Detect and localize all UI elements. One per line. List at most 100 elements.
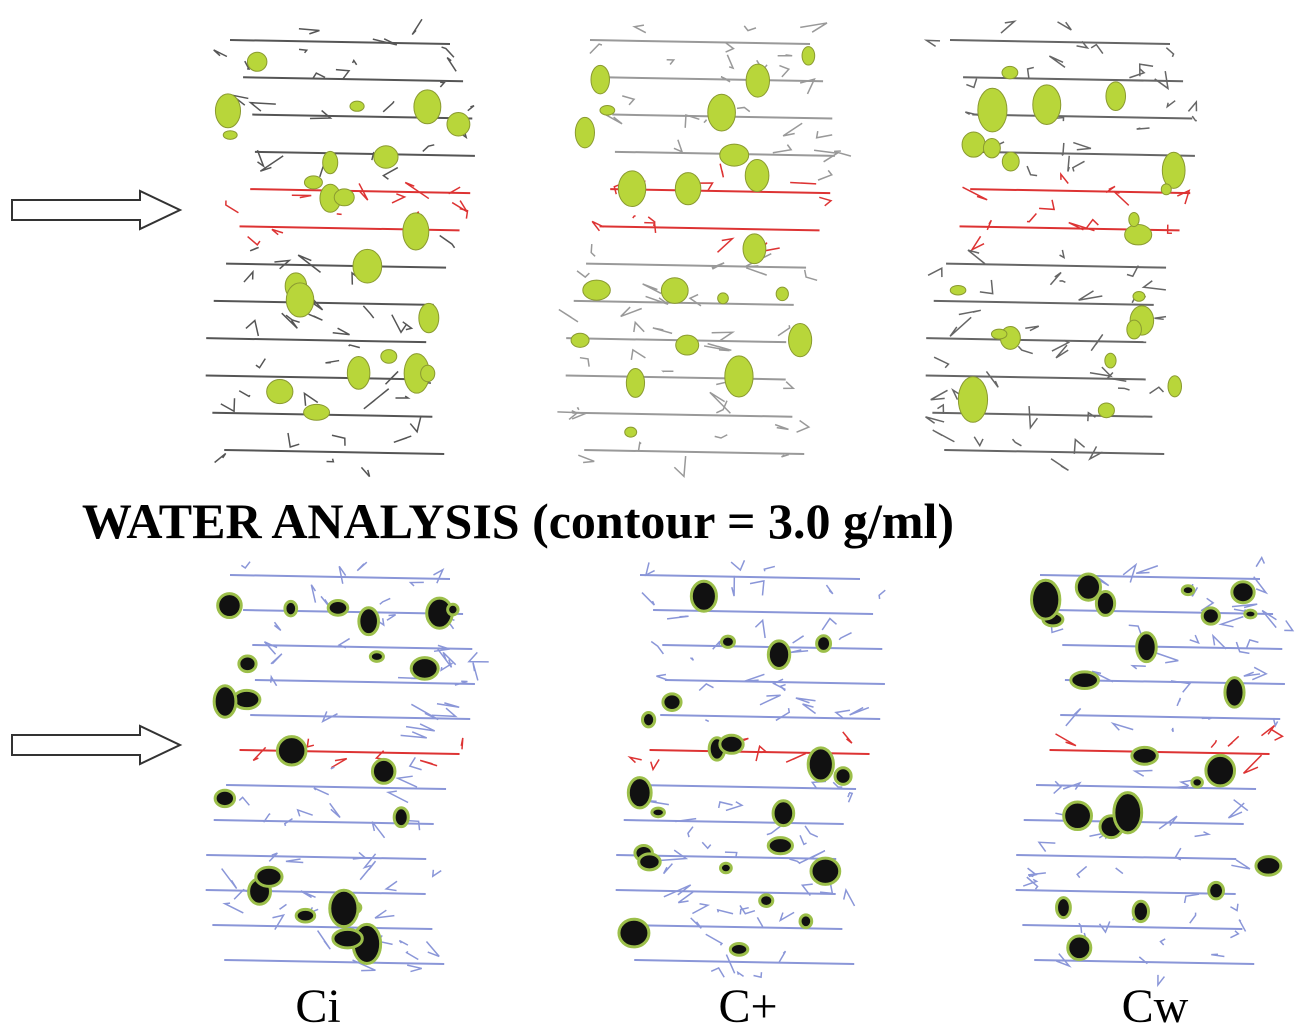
base-pair: [950, 40, 1170, 44]
density-blob: [359, 608, 379, 635]
backbone: [642, 593, 654, 606]
backbone: [1185, 894, 1199, 903]
backbone: [732, 576, 735, 596]
density-blob: [1161, 184, 1171, 195]
backbone: [311, 585, 315, 603]
backbone: [407, 965, 422, 971]
backbone: [789, 859, 800, 864]
backbone: [318, 931, 331, 950]
density-blob: [745, 160, 769, 192]
density-blob: [1245, 610, 1256, 618]
density-blob: [421, 365, 435, 381]
backbone: [663, 371, 673, 372]
backbone: [401, 732, 427, 738]
backbone: [578, 455, 594, 462]
density-blob: [725, 356, 753, 397]
density-blob: [746, 64, 769, 97]
backbone: [1135, 770, 1153, 776]
backbone: [968, 250, 985, 264]
density-blob: [1127, 320, 1142, 339]
backbone: [775, 425, 788, 430]
backbone: [286, 859, 303, 863]
backbone: [779, 951, 785, 962]
backbone: [926, 417, 945, 423]
backbone: [248, 237, 260, 245]
backbone: [805, 826, 818, 837]
density-blob: [374, 146, 398, 168]
density-blob: [721, 863, 732, 872]
density-blob: [1162, 152, 1185, 188]
density-blob: [277, 737, 306, 765]
density-blob: [350, 101, 364, 111]
backbone: [246, 321, 258, 336]
backbone: [1013, 439, 1022, 446]
panel-label: Cw: [1122, 980, 1189, 1030]
backbone: [1195, 832, 1209, 837]
backbone: [633, 216, 636, 218]
backbone: [1073, 143, 1091, 150]
density-blob: [1098, 403, 1114, 418]
backbone: [651, 642, 663, 654]
panel-label: Ci: [295, 980, 340, 1030]
density-blob: [1106, 82, 1126, 111]
backbone: [383, 101, 394, 112]
backbone: [1061, 174, 1068, 183]
backbone: [791, 650, 808, 653]
backbone: [1137, 128, 1150, 129]
backbone: [1244, 755, 1262, 773]
backbone: [727, 55, 733, 68]
density-blob: [448, 604, 458, 615]
density-blob: [328, 601, 348, 616]
density-blob: [708, 94, 736, 131]
density-blob: [760, 895, 773, 907]
backbone: [726, 955, 734, 974]
backbone: [800, 835, 806, 844]
backbone: [755, 620, 765, 638]
density-blob: [720, 735, 743, 753]
backbone: [803, 704, 816, 714]
density-blob: [1202, 608, 1219, 624]
backbone: [790, 182, 816, 183]
backbone: [738, 972, 744, 976]
density-blob: [1033, 85, 1061, 125]
backbone: [704, 120, 706, 123]
backbone: [1154, 317, 1166, 320]
density-blob: [1209, 882, 1224, 899]
base-pair: [963, 77, 1183, 81]
backbone: [274, 622, 280, 630]
backbone: [726, 43, 734, 52]
backbone: [1068, 156, 1069, 172]
density-blob: [958, 377, 987, 423]
backbone: [779, 66, 788, 77]
backbone: [364, 389, 389, 409]
backbone: [720, 164, 723, 178]
backbone: [310, 110, 331, 118]
backbone: [1144, 281, 1166, 290]
backbone: [716, 401, 727, 413]
backbone: [818, 170, 832, 180]
backbone: [1073, 161, 1085, 171]
backbone: [387, 615, 396, 621]
density-blob: [447, 113, 470, 136]
backbone: [221, 398, 235, 411]
backbone: [819, 197, 831, 206]
backbone: [774, 679, 786, 689]
base-pair: [946, 264, 1166, 268]
density-blob: [978, 88, 1007, 132]
density-blob: [1032, 580, 1060, 619]
density-blob: [991, 329, 1006, 339]
backbone: [950, 317, 971, 336]
backbone: [773, 145, 791, 153]
backbone: [1079, 923, 1082, 933]
backbone: [980, 280, 993, 294]
backbone: [423, 145, 434, 152]
backbone: [1234, 800, 1248, 811]
backbone: [592, 221, 603, 230]
backbone: [754, 972, 762, 977]
backbone: [793, 636, 804, 643]
backbone: [412, 19, 422, 34]
density-blob: [296, 909, 315, 922]
backbone: [664, 864, 673, 874]
backbone: [844, 890, 855, 906]
base-pair: [1022, 925, 1242, 929]
